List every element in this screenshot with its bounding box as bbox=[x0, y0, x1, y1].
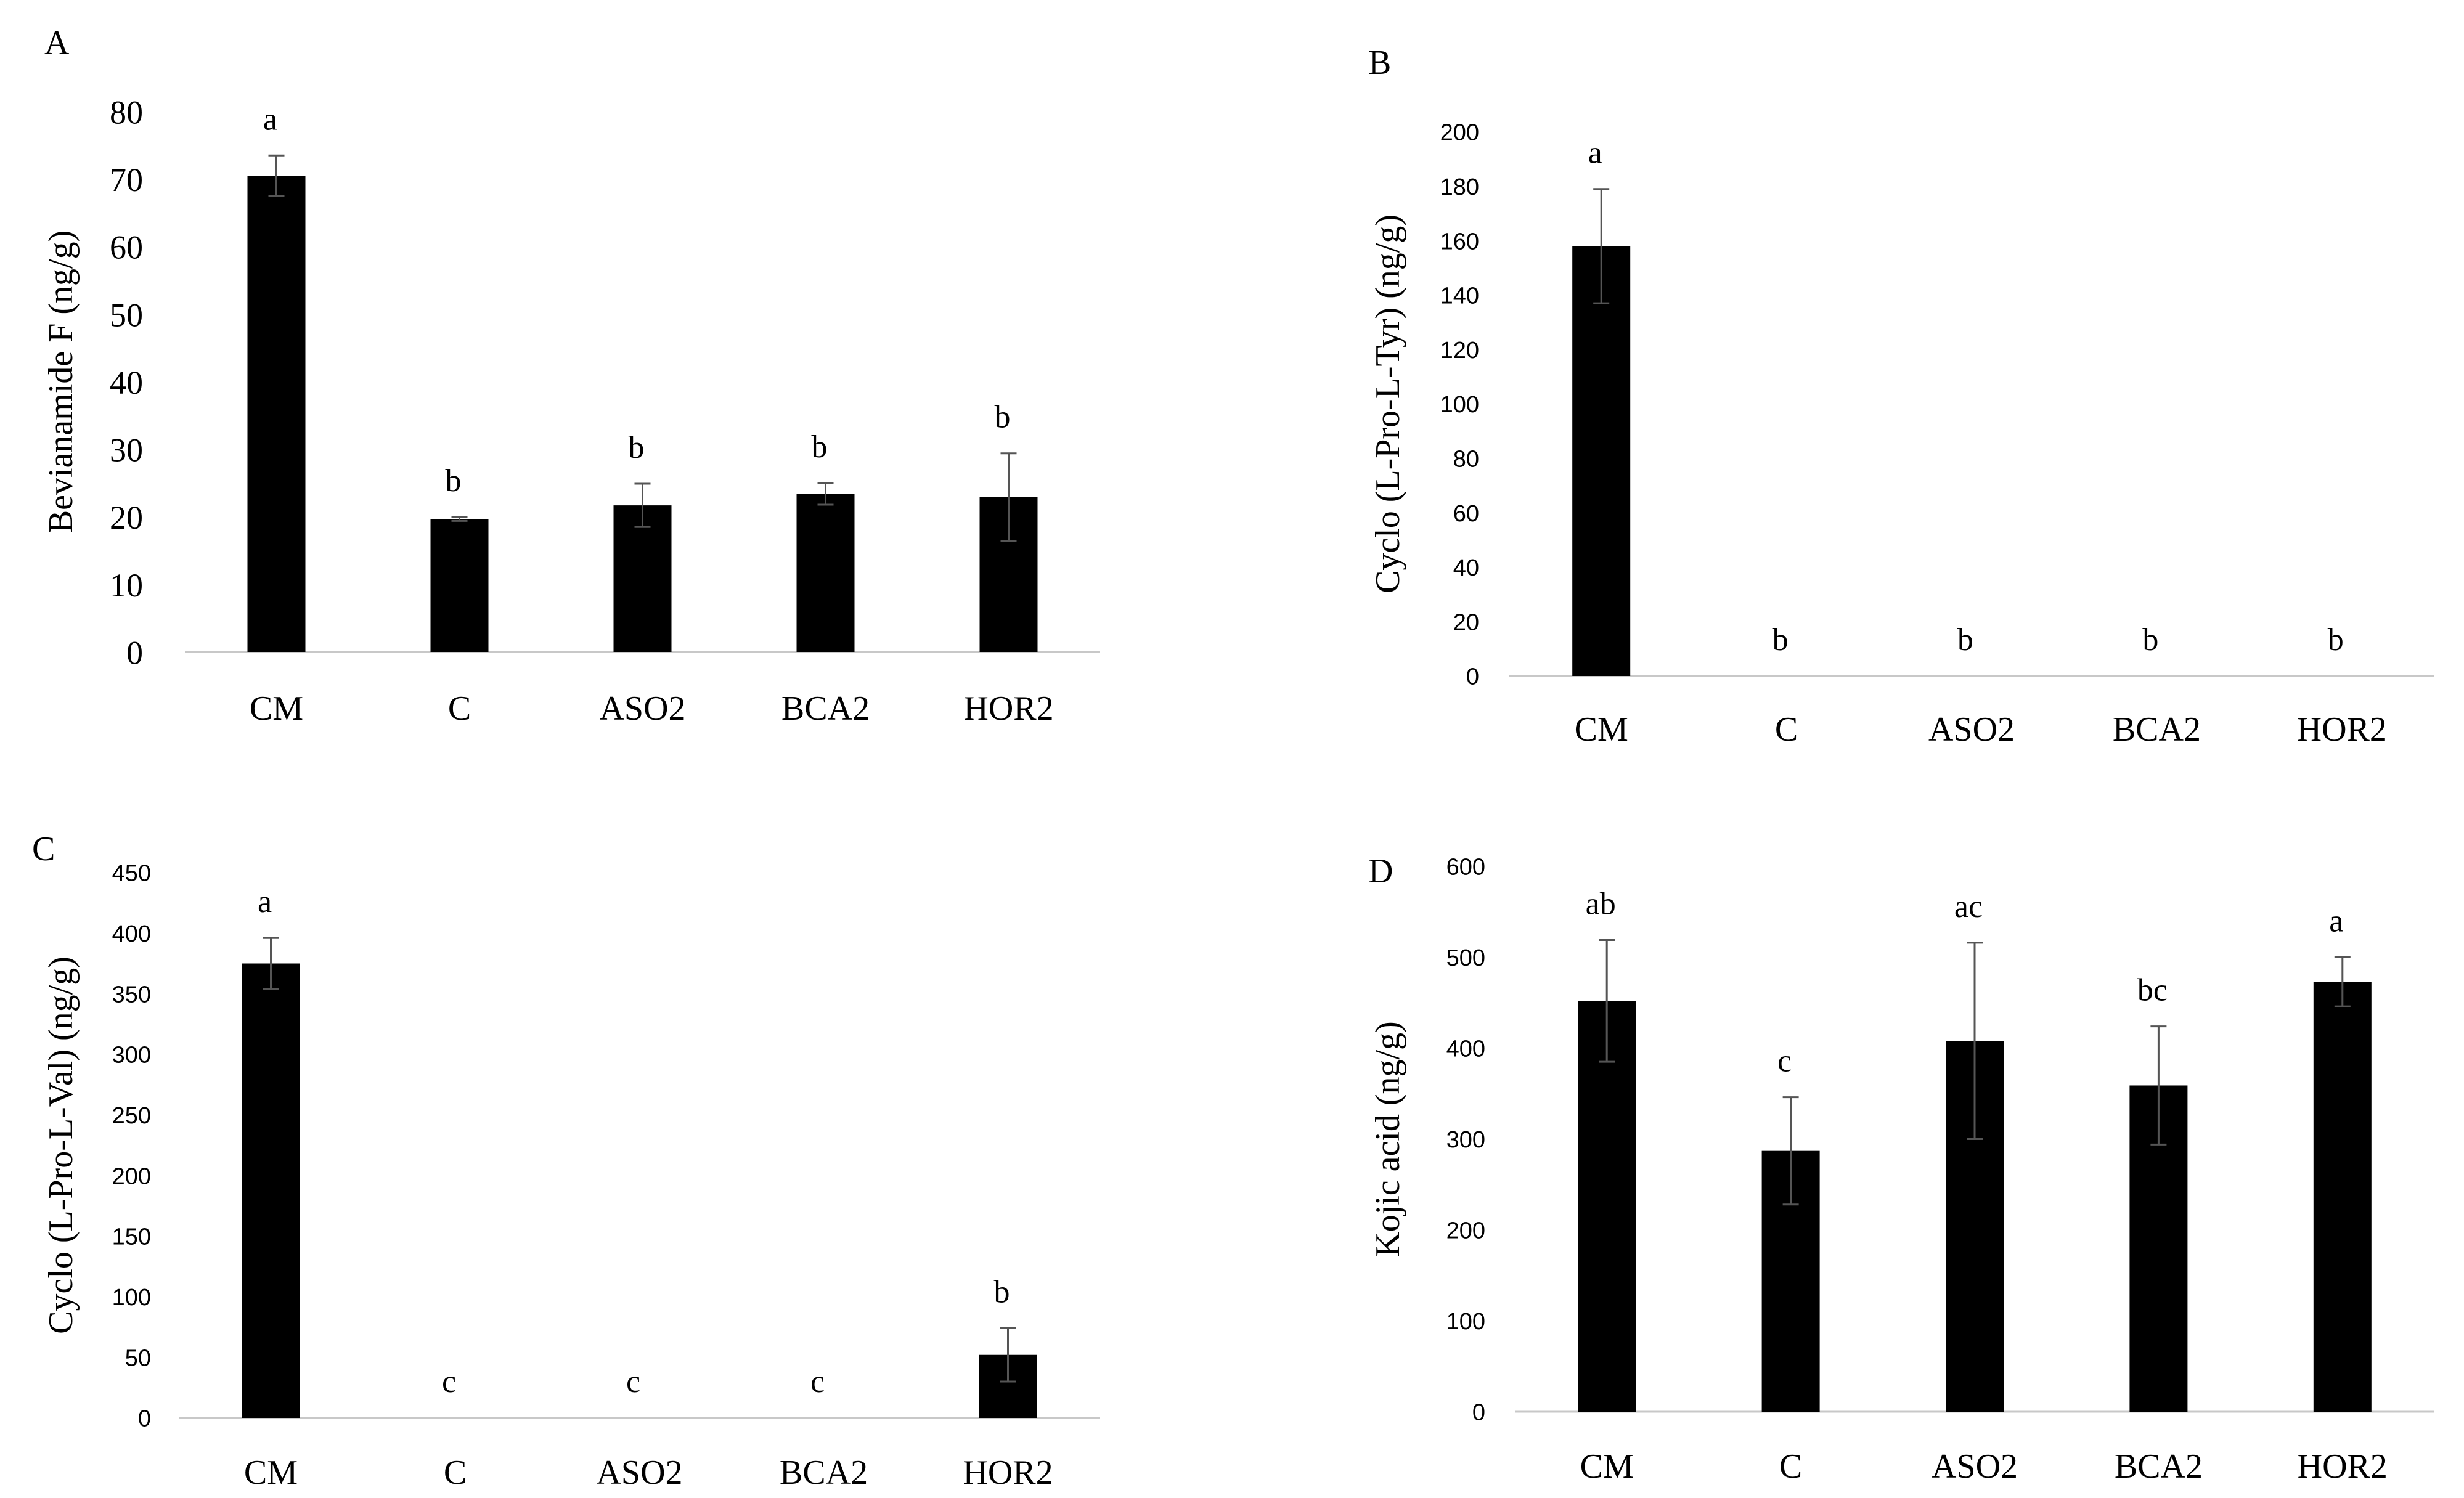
y-tick-label-d: 500 bbox=[1446, 945, 1485, 971]
bar-d-cm bbox=[1578, 1001, 1636, 1412]
panel-label-d: D bbox=[1368, 852, 1393, 890]
y-tick-label-b: 180 bbox=[1440, 174, 1479, 200]
y-tick-label-a: 40 bbox=[110, 364, 143, 401]
significance-letter-b-bca2: b bbox=[2142, 622, 2158, 657]
x-category-label-d: HOR2 bbox=[2298, 1447, 2388, 1486]
y-tick-label-c: 100 bbox=[112, 1285, 151, 1311]
x-category-label-b: ASO2 bbox=[1928, 710, 2015, 749]
y-tick-label-d: 300 bbox=[1446, 1127, 1485, 1153]
significance-letter-d-hor2: a bbox=[2329, 904, 2343, 939]
x-category-label-c: HOR2 bbox=[963, 1454, 1053, 1492]
x-category-label-a: BCA2 bbox=[781, 690, 870, 728]
significance-letter-c-cm: a bbox=[258, 884, 272, 919]
y-tick-label-a: 70 bbox=[110, 161, 143, 198]
y-tick-label-b: 140 bbox=[1440, 283, 1479, 309]
x-category-label-b: BCA2 bbox=[2113, 710, 2201, 749]
bar-a-c bbox=[430, 519, 489, 652]
panel-label-b: B bbox=[1368, 44, 1391, 82]
y-tick-label-c: 450 bbox=[112, 861, 151, 887]
y-tick-label-d: 200 bbox=[1446, 1218, 1485, 1244]
x-category-label-d: BCA2 bbox=[2115, 1447, 2203, 1486]
y-tick-label-a: 20 bbox=[110, 499, 143, 536]
x-category-label-d: CM bbox=[1580, 1447, 1634, 1486]
significance-letter-d-cm: ab bbox=[1586, 886, 1616, 921]
significance-letter-c-aso2: c bbox=[626, 1364, 640, 1399]
x-category-label-a: ASO2 bbox=[599, 690, 685, 728]
y-tick-label-c: 200 bbox=[112, 1163, 151, 1189]
y-tick-label-c: 50 bbox=[125, 1345, 151, 1371]
y-tick-label-b: 120 bbox=[1440, 338, 1479, 364]
y-tick-label-d: 0 bbox=[1472, 1400, 1485, 1426]
significance-letter-c-c: c bbox=[442, 1364, 456, 1399]
x-category-label-a: C bbox=[448, 690, 471, 728]
bar-a-bca2 bbox=[796, 494, 855, 652]
y-tick-label-d: 400 bbox=[1446, 1036, 1485, 1062]
y-axis-label-a: Bevianamide F (ng/g) bbox=[42, 230, 80, 533]
y-axis-label-d: Kojic acid (ng/g) bbox=[1369, 1021, 1407, 1257]
significance-letter-c-bca2: c bbox=[810, 1364, 825, 1399]
significance-letter-a-c: b bbox=[446, 463, 462, 499]
y-tick-label-b: 80 bbox=[1453, 446, 1479, 472]
significance-letter-d-bca2: bc bbox=[2137, 973, 2168, 1008]
y-tick-label-a: 80 bbox=[110, 94, 143, 131]
x-category-label-b: C bbox=[1775, 710, 1798, 749]
x-category-label-b: HOR2 bbox=[2297, 710, 2387, 749]
bar-b-cm bbox=[1572, 246, 1631, 676]
x-category-label-d: ASO2 bbox=[1932, 1447, 2018, 1486]
significance-letter-b-cm: a bbox=[1588, 136, 1602, 171]
significance-letter-a-cm: a bbox=[263, 102, 277, 137]
y-tick-label-b: 40 bbox=[1453, 555, 1479, 581]
y-tick-label-d: 600 bbox=[1446, 855, 1485, 881]
bar-a-aso2 bbox=[613, 505, 672, 652]
y-tick-label-c: 150 bbox=[112, 1224, 151, 1250]
panel-label-a: A bbox=[44, 24, 70, 62]
panel-label-c: C bbox=[32, 830, 55, 868]
y-tick-label-a: 0 bbox=[126, 634, 143, 671]
y-tick-label-b: 20 bbox=[1453, 609, 1479, 635]
significance-letter-c-hor2: b bbox=[994, 1274, 1010, 1309]
x-category-label-c: ASO2 bbox=[596, 1454, 682, 1492]
x-category-label-d: C bbox=[1779, 1447, 1802, 1486]
significance-letter-d-aso2: ac bbox=[1954, 889, 1983, 924]
y-tick-label-a: 50 bbox=[110, 296, 143, 333]
x-category-label-c: BCA2 bbox=[780, 1454, 868, 1492]
significance-letter-a-aso2: b bbox=[629, 430, 645, 465]
bar-d-hor2 bbox=[2313, 982, 2372, 1412]
y-tick-label-c: 400 bbox=[112, 921, 151, 947]
y-tick-label-a: 30 bbox=[110, 432, 143, 469]
y-axis-label-c: Cyclo (L-Pro-L-Val) (ng/g) bbox=[42, 956, 80, 1334]
y-tick-label-b: 160 bbox=[1440, 229, 1479, 254]
x-category-label-c: CM bbox=[244, 1454, 298, 1492]
y-tick-label-c: 0 bbox=[138, 1406, 151, 1432]
significance-letter-b-c: b bbox=[1773, 622, 1789, 657]
y-tick-label-b: 200 bbox=[1440, 120, 1479, 146]
x-category-label-a: HOR2 bbox=[963, 690, 1053, 728]
y-tick-label-b: 0 bbox=[1466, 664, 1479, 690]
significance-letter-d-c: c bbox=[1777, 1044, 1792, 1079]
y-tick-label-b: 60 bbox=[1453, 501, 1479, 527]
bar-a-cm bbox=[247, 176, 306, 652]
significance-letter-b-aso2: b bbox=[1957, 622, 1973, 657]
x-category-label-c: C bbox=[444, 1454, 467, 1492]
y-tick-label-a: 10 bbox=[110, 567, 143, 604]
y-axis-label-b: Cyclo (L-Pro-L-Tyr) (ng/g) bbox=[1369, 214, 1407, 593]
y-tick-label-b: 100 bbox=[1440, 392, 1479, 418]
y-tick-label-c: 300 bbox=[112, 1043, 151, 1069]
bar-c-cm bbox=[242, 963, 300, 1418]
significance-letter-a-hor2: b bbox=[995, 400, 1011, 435]
y-tick-label-c: 250 bbox=[112, 1103, 151, 1129]
significance-letter-b-hor2: b bbox=[2328, 622, 2344, 657]
x-category-label-a: CM bbox=[250, 690, 303, 728]
y-tick-label-a: 60 bbox=[110, 229, 143, 266]
x-category-label-b: CM bbox=[1575, 710, 1628, 749]
y-tick-label-c: 350 bbox=[112, 982, 151, 1007]
y-tick-label-d: 100 bbox=[1446, 1309, 1485, 1335]
significance-letter-a-bca2: b bbox=[812, 429, 828, 465]
